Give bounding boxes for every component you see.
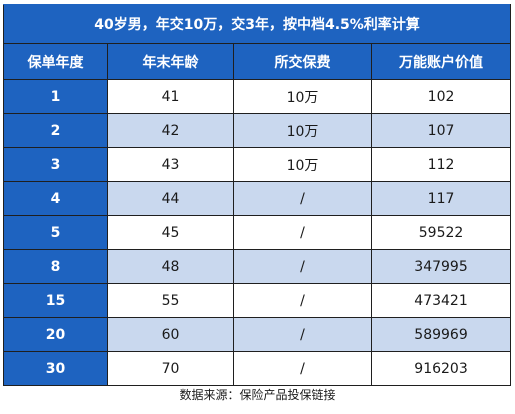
policy-year-cell: 5 — [3, 215, 108, 250]
age-cell: 41 — [107, 79, 234, 114]
age-cell: 45 — [107, 215, 234, 250]
account-value-cell: 112 — [370, 147, 512, 182]
age-cell: 43 — [107, 147, 234, 182]
account-value-cell: 347995 — [370, 249, 512, 284]
table-row: 2 42 10万 107 — [3, 113, 512, 148]
table-row: 3 43 10万 112 — [3, 147, 512, 182]
benefit-table: 40岁男，年交10万，交3年，按中档4.5%利率计算 保单年度 年末年龄 所交保… — [2, 4, 512, 386]
account-value-cell: 107 — [370, 113, 512, 148]
policy-year-cell: 1 — [3, 79, 108, 114]
title-row: 40岁男，年交10万，交3年，按中档4.5%利率计算 — [2, 4, 512, 44]
table-row: 30 70 / 916203 — [3, 351, 512, 386]
premium-cell: / — [233, 249, 372, 284]
header-row: 保单年度 年末年龄 所交保费 万能账户价值 — [3, 43, 512, 80]
table-row: 5 45 / 59522 — [3, 215, 512, 250]
table-row: 1 41 10万 102 — [3, 79, 512, 114]
table-row: 20 60 / 589969 — [3, 317, 512, 352]
premium-cell: / — [233, 351, 372, 386]
account-value-cell: 117 — [370, 181, 512, 216]
policy-year-cell: 8 — [3, 249, 108, 284]
table-row: 4 44 / 117 — [3, 181, 512, 216]
column-header-account-value: 万能账户价值 — [370, 43, 512, 80]
age-cell: 60 — [107, 317, 234, 352]
benefit-table-container: 40岁男，年交10万，交3年，按中档4.5%利率计算 保单年度 年末年龄 所交保… — [2, 4, 512, 386]
column-header-age: 年末年龄 — [107, 43, 234, 80]
age-cell: 70 — [107, 351, 234, 386]
account-value-cell: 473421 — [370, 283, 512, 318]
policy-year-cell: 30 — [3, 351, 108, 386]
premium-cell: / — [233, 283, 372, 318]
age-cell: 44 — [107, 181, 234, 216]
policy-year-cell: 4 — [3, 181, 108, 216]
age-cell: 42 — [107, 113, 234, 148]
column-header-policy-year: 保单年度 — [3, 43, 108, 80]
age-cell: 48 — [107, 249, 234, 284]
account-value-cell: 102 — [370, 79, 512, 114]
column-header-premium: 所交保费 — [233, 43, 372, 80]
premium-cell: / — [233, 181, 372, 216]
premium-cell: / — [233, 215, 372, 250]
policy-year-cell: 3 — [3, 147, 108, 182]
table-title: 40岁男，年交10万，交3年，按中档4.5%利率计算 — [2, 4, 512, 44]
policy-year-cell: 20 — [3, 317, 108, 352]
premium-cell: 10万 — [233, 147, 372, 182]
account-value-cell: 589969 — [370, 317, 512, 352]
premium-cell: 10万 — [233, 79, 372, 114]
policy-year-cell: 2 — [3, 113, 108, 148]
age-cell: 55 — [107, 283, 234, 318]
table-row: 15 55 / 473421 — [3, 283, 512, 318]
account-value-cell: 59522 — [370, 215, 512, 250]
table-row: 8 48 / 347995 — [3, 249, 512, 284]
premium-cell: 10万 — [233, 113, 372, 148]
account-value-cell: 916203 — [370, 351, 512, 386]
premium-cell: / — [233, 317, 372, 352]
policy-year-cell: 15 — [3, 283, 108, 318]
data-source-note: 数据来源：保险产品投保链接 — [179, 388, 336, 402]
